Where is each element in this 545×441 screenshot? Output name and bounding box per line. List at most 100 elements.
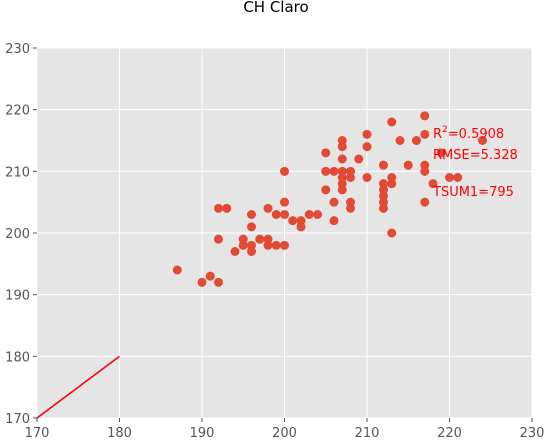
data-point-48: [362, 142, 372, 152]
data-point-69: [436, 148, 446, 158]
data-point-38: [337, 166, 347, 176]
data-point-28: [313, 210, 322, 219]
data-point-19: [271, 210, 281, 219]
identity-line: [36, 355, 120, 419]
x-tick-label-180: 180: [107, 426, 132, 441]
data-point-44: [346, 173, 355, 182]
data-point-17: [263, 203, 273, 213]
data-point-59: [387, 117, 397, 127]
data-point-13: [247, 210, 256, 219]
reference-line: [36, 355, 120, 419]
data-point-49: [362, 129, 372, 139]
data-point-12: [247, 222, 256, 232]
data-point-53: [379, 185, 388, 195]
x-tick-label-220: 220: [437, 426, 462, 441]
x-tick-label-170: 170: [25, 426, 50, 441]
chart-title: CH Claro: [243, 0, 308, 16]
data-point-56: [387, 228, 397, 238]
data-point-47: [362, 173, 372, 182]
y-tick-label-200: 200: [5, 227, 30, 242]
y-tick-label-220: 220: [5, 104, 30, 119]
data-point-4: [214, 234, 223, 244]
data-point-72: [478, 136, 487, 145]
data-point-71: [453, 173, 463, 182]
y-tick-label-180: 180: [5, 350, 30, 365]
data-point-63: [420, 197, 430, 207]
annotation-r-squared: R2=0.5908: [433, 125, 504, 142]
data-point-57: [387, 179, 397, 189]
data-point-3: [214, 277, 223, 287]
annotation-tsum1: TSUM1=795: [432, 185, 514, 200]
data-point-32: [329, 216, 339, 226]
data-point-23: [280, 166, 289, 176]
data-point-54: [379, 179, 388, 189]
data-point-66: [420, 129, 430, 139]
x-tick-label-210: 210: [355, 426, 380, 441]
data-point-70: [445, 173, 454, 182]
x-tick-label-190: 190: [190, 426, 215, 441]
data-point-50: [379, 203, 388, 213]
data-point-58: [387, 173, 397, 182]
data-point-25: [296, 222, 306, 232]
data-point-2: [205, 271, 215, 281]
data-point-18: [271, 240, 281, 250]
data-point-26: [296, 216, 306, 226]
r-squared-value: =0.5908: [448, 127, 504, 142]
data-point-65: [420, 160, 430, 170]
data-point-35: [337, 185, 347, 195]
y-tick-label-170: 170: [5, 412, 30, 427]
data-point-9: [238, 234, 248, 244]
x-tick-label-200: 200: [272, 426, 297, 441]
data-point-1: [197, 277, 207, 287]
data-point-52: [379, 191, 388, 201]
data-points: [172, 111, 487, 287]
data-point-27: [304, 210, 314, 219]
data-point-24: [288, 216, 298, 226]
data-point-60: [395, 136, 405, 145]
data-point-15: [263, 240, 273, 250]
data-point-11: [247, 240, 256, 250]
data-point-67: [420, 111, 430, 121]
y-tick-label-230: 230: [5, 42, 30, 57]
data-point-33: [329, 197, 339, 207]
y-tick-label-190: 190: [5, 289, 30, 304]
r-squared-superscript: 2: [442, 125, 448, 135]
data-point-40: [337, 142, 347, 152]
data-point-21: [280, 210, 289, 219]
data-point-34: [329, 166, 339, 176]
data-point-51: [379, 197, 388, 207]
data-point-22: [280, 197, 289, 207]
data-point-55: [379, 160, 388, 170]
axis-ticks: [33, 47, 533, 422]
y-tick-label-210: 210: [5, 165, 30, 180]
x-tick-label-230: 230: [520, 426, 545, 441]
data-point-29: [321, 185, 331, 195]
data-point-8: [238, 240, 248, 250]
data-point-6: [222, 203, 232, 213]
data-point-42: [346, 203, 355, 213]
data-point-46: [354, 154, 364, 164]
tick-labels: 170 180 190 200 210 220 230 170 180 190 200 210 220 2…: [5, 42, 544, 441]
data-point-16: [263, 234, 273, 244]
annotation-rmse: RMSE=5.328: [433, 148, 518, 163]
r-squared-base: R: [433, 127, 442, 142]
data-point-7: [230, 247, 240, 256]
data-point-5: [214, 203, 223, 213]
data-point-43: [346, 197, 355, 207]
data-point-36: [337, 179, 347, 189]
data-point-14: [255, 234, 265, 244]
data-point-45: [346, 166, 355, 176]
data-point-30: [321, 166, 331, 176]
data-point-39: [337, 154, 347, 164]
data-point-31: [321, 148, 331, 158]
data-point-10: [247, 247, 256, 256]
data-point-64: [420, 166, 430, 176]
data-point-61: [403, 160, 413, 170]
data-point-0: [172, 265, 182, 275]
data-point-37: [337, 173, 347, 182]
data-point-62: [412, 136, 421, 145]
data-point-41: [337, 136, 347, 145]
data-point-20: [280, 240, 289, 250]
data-point-68: [428, 179, 438, 189]
